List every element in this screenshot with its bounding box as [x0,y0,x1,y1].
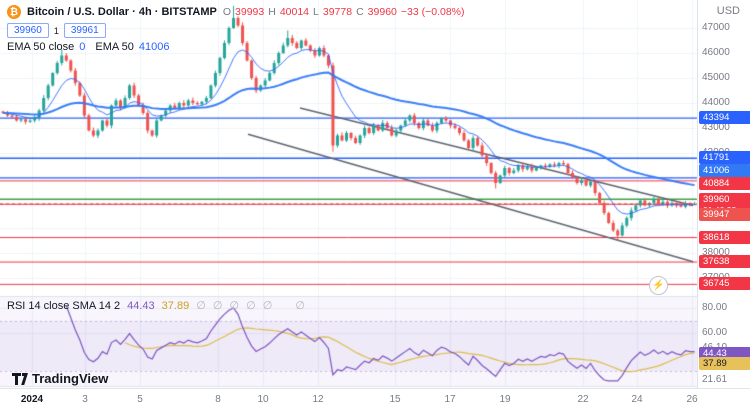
rsi-legend: RSI 14 close SMA 14 2 44.43 37.89 ∅ ∅ ∅ … [7,299,305,313]
ema1-value: 0 [79,41,86,53]
time-axis-label: 24 [631,394,643,405]
rsi-label[interactable]: RSI 14 close SMA 14 2 [7,299,121,312]
price-badge: 41791 [699,151,750,165]
price-badge: 41006 [699,163,750,177]
chart-legend: ₿ Bitcoin / U.S. Dollar · 4h · BITSTAMP … [7,4,465,53]
time-axis-label: 10 [257,394,269,405]
tradingview-logo[interactable]: TradingView [12,371,108,386]
symbol-row: ₿ Bitcoin / U.S. Dollar · 4h · BITSTAMP … [7,4,465,20]
bitcoin-icon: ₿ [7,5,21,19]
open-label: O [222,6,232,18]
price-badge: 40884 [699,176,750,190]
ema1-legend[interactable]: EMA 50 close 0 [7,41,85,53]
price-badge: 37638 [699,255,750,269]
time-axis-label: 15 [389,394,401,405]
time-axis-label: 17 [444,394,456,405]
time-axis-label: 2024 [20,394,44,405]
price-axis-label: 38000 [702,247,730,258]
symbol-title[interactable]: Bitcoin / U.S. Dollar · 4h · BITSTAMP [27,6,217,18]
time-axis-label: 5 [137,394,143,405]
low-value: 39778 [322,6,353,18]
close-label: C [356,6,364,18]
price-badge: 43394 [699,111,750,125]
price-badge: 36745 [699,277,750,291]
price-badge: 37.89 [699,357,750,371]
open-value: 39993 [235,6,265,18]
ema2-value: 41006 [138,41,170,53]
time-axis-label: 19 [499,394,511,405]
price-axis-label: 43000 [702,122,730,133]
time-axis-label: 3 [82,394,88,405]
time-axis-label: 22 [577,394,589,405]
trade-buttons-row: 39960 1 39961 [7,23,465,38]
price-axis-label: 46000 [702,47,730,58]
rsi-null-extra: ∅ [295,300,305,312]
currency-toggle[interactable]: USD [716,5,740,17]
tradingview-logo-icon [12,372,28,385]
ema2-label: EMA 50 [95,41,134,53]
time-axis-label: 12 [312,394,324,405]
close-value: 39960 [367,6,397,18]
time-axis-label: 8 [215,394,221,405]
rsi-axis-label: 60.00 [702,327,728,339]
price-axis-label: 47000 [702,22,730,33]
low-label: L [313,6,319,18]
price-axis-label: 44000 [702,97,730,108]
high-label: H [268,6,276,18]
sell-button[interactable]: 39960 [7,23,49,38]
price-badge: 39947 [699,208,750,222]
indicator-legend-row: EMA 50 close 0 EMA 50 41006 [7,41,465,53]
price-badge: 44.43 [699,347,750,361]
buy-button[interactable]: 39961 [63,23,106,38]
rsi-null-values: ∅ ∅ ∅ ∅ ∅ [196,300,275,312]
change-value: −33 (−0.08%) [400,6,465,18]
price-axis[interactable]: 4700046000450004400043000420003800037000… [697,0,750,388]
ohlc-values: O 39993 H 40014 L 39778 C 39960 −33 (−0.08%) [223,6,465,18]
price-axis-label: 45000 [702,72,730,83]
time-axis-label: 26 [686,394,698,405]
price-badge: 38618 [699,230,750,244]
ema1-label: EMA 50 close [7,41,75,53]
time-axis[interactable]: 2024 3 5 8 10 12 15 17 19 22 24 26 [0,388,750,410]
rsi-axis-label: 80.00 [702,302,728,313]
tradingview-logo-text: TradingView [32,371,109,386]
rsi-value: 44.43 [127,299,155,312]
spread-value: 1 [53,25,59,36]
alert-lightning-icon[interactable]: ⚡ [649,276,668,295]
high-value: 40014 [279,6,310,18]
rsi-sma-value: 37.89 [161,299,190,312]
rsi-axis-label: 21.61 [702,373,728,385]
ema2-legend[interactable]: EMA 50 41006 [95,41,169,53]
